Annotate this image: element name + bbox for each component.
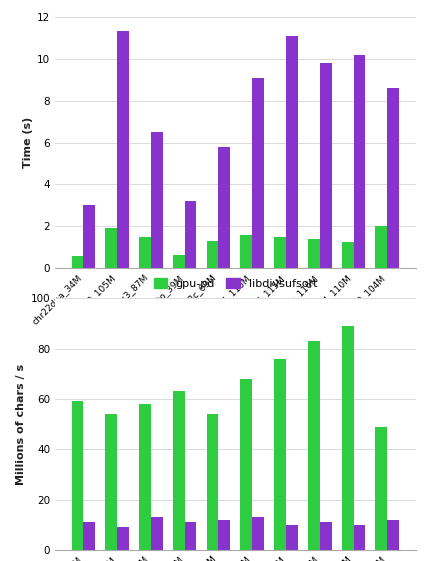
Bar	[151, 132, 163, 268]
X-axis label: Manzini Corpus: Manzini Corpus	[187, 334, 283, 343]
Bar	[105, 414, 117, 550]
Bar	[218, 147, 230, 268]
Bar	[354, 525, 365, 550]
Bar	[376, 426, 387, 550]
Bar	[274, 237, 286, 268]
Bar	[105, 228, 117, 268]
Bar	[151, 517, 163, 550]
Bar	[72, 256, 84, 268]
Bar	[274, 358, 286, 550]
Y-axis label: Time (s): Time (s)	[23, 117, 33, 168]
Bar	[72, 402, 84, 550]
Bar	[354, 54, 365, 268]
Bar	[173, 255, 185, 268]
Bar	[218, 519, 230, 550]
Bar	[240, 379, 252, 550]
Bar	[320, 522, 332, 550]
Bar	[286, 36, 298, 268]
Bar	[252, 517, 264, 550]
Bar	[139, 237, 151, 268]
Bar	[342, 242, 354, 268]
Bar	[84, 205, 95, 268]
Bar	[308, 239, 320, 268]
Bar	[387, 88, 399, 268]
Bar	[139, 404, 151, 550]
Bar	[342, 326, 354, 550]
Bar	[252, 77, 264, 268]
Bar	[185, 522, 196, 550]
Bar	[308, 341, 320, 550]
Y-axis label: Millions of chars / s: Millions of chars / s	[17, 364, 26, 485]
Bar	[206, 414, 218, 550]
Bar	[117, 527, 129, 550]
Legend: gpu-pd, libdivsufsort: gpu-pd, libdivsufsort	[153, 278, 317, 289]
Bar	[320, 63, 332, 268]
Bar	[173, 392, 185, 550]
Bar	[286, 525, 298, 550]
Bar	[185, 201, 196, 268]
Bar	[240, 234, 252, 268]
Bar	[206, 241, 218, 268]
Bar	[117, 31, 129, 268]
Bar	[376, 226, 387, 268]
Bar	[387, 519, 399, 550]
Bar	[84, 522, 95, 550]
